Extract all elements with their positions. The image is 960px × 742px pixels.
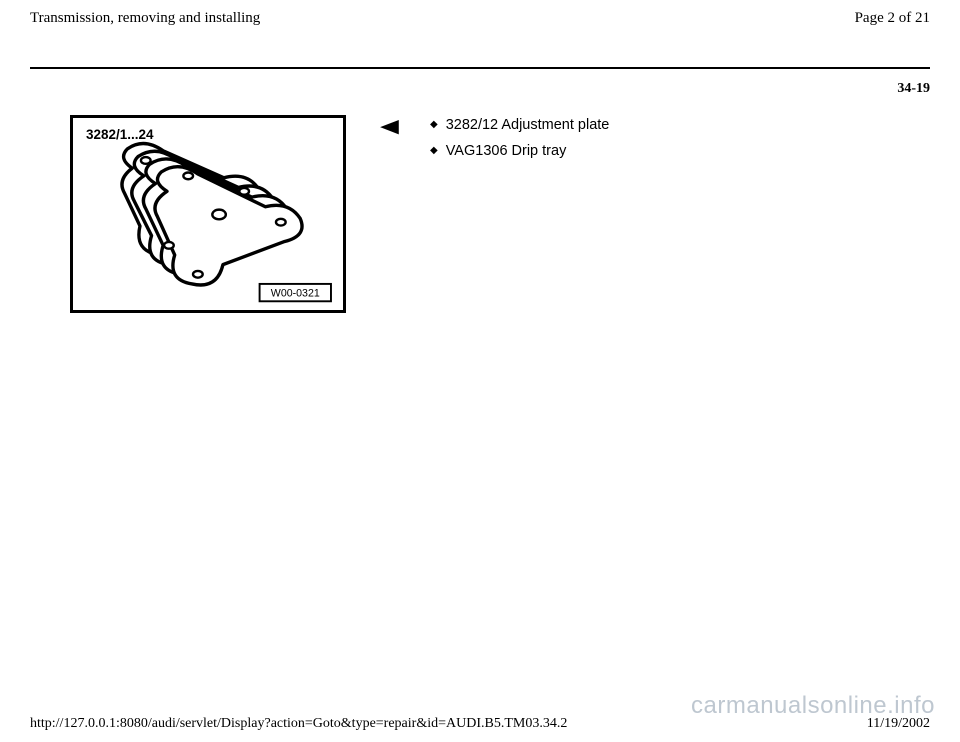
list-item: ◆ 3282/12 Adjustment plate [430,117,609,133]
header-title: Transmission, removing and installing [30,10,260,27]
page-indicator: Page 2 of 21 [855,10,930,27]
bullet-text: 3282/12 Adjustment plate [446,117,610,133]
figure-illustration: 3282/1...24 [70,115,346,313]
footer-date: 11/19/2002 [867,716,930,732]
pointer-arrow-icon: ◄ [374,115,410,139]
figure-code: W00-0321 [271,287,320,299]
bullet-icon: ◆ [430,120,438,130]
section-number: 34-19 [30,81,930,97]
list-item: ◆ VAG1306 Drip tray [430,143,609,159]
footer-url: http://127.0.0.1:8080/audi/servlet/Displ… [30,716,567,732]
bullet-text: VAG1306 Drip tray [446,143,567,159]
figure-label: 3282/1...24 [86,127,154,142]
divider [30,67,930,69]
bullet-icon: ◆ [430,146,438,156]
bullet-list: ◆ 3282/12 Adjustment plate ◆ VAG1306 Dri… [430,115,609,169]
